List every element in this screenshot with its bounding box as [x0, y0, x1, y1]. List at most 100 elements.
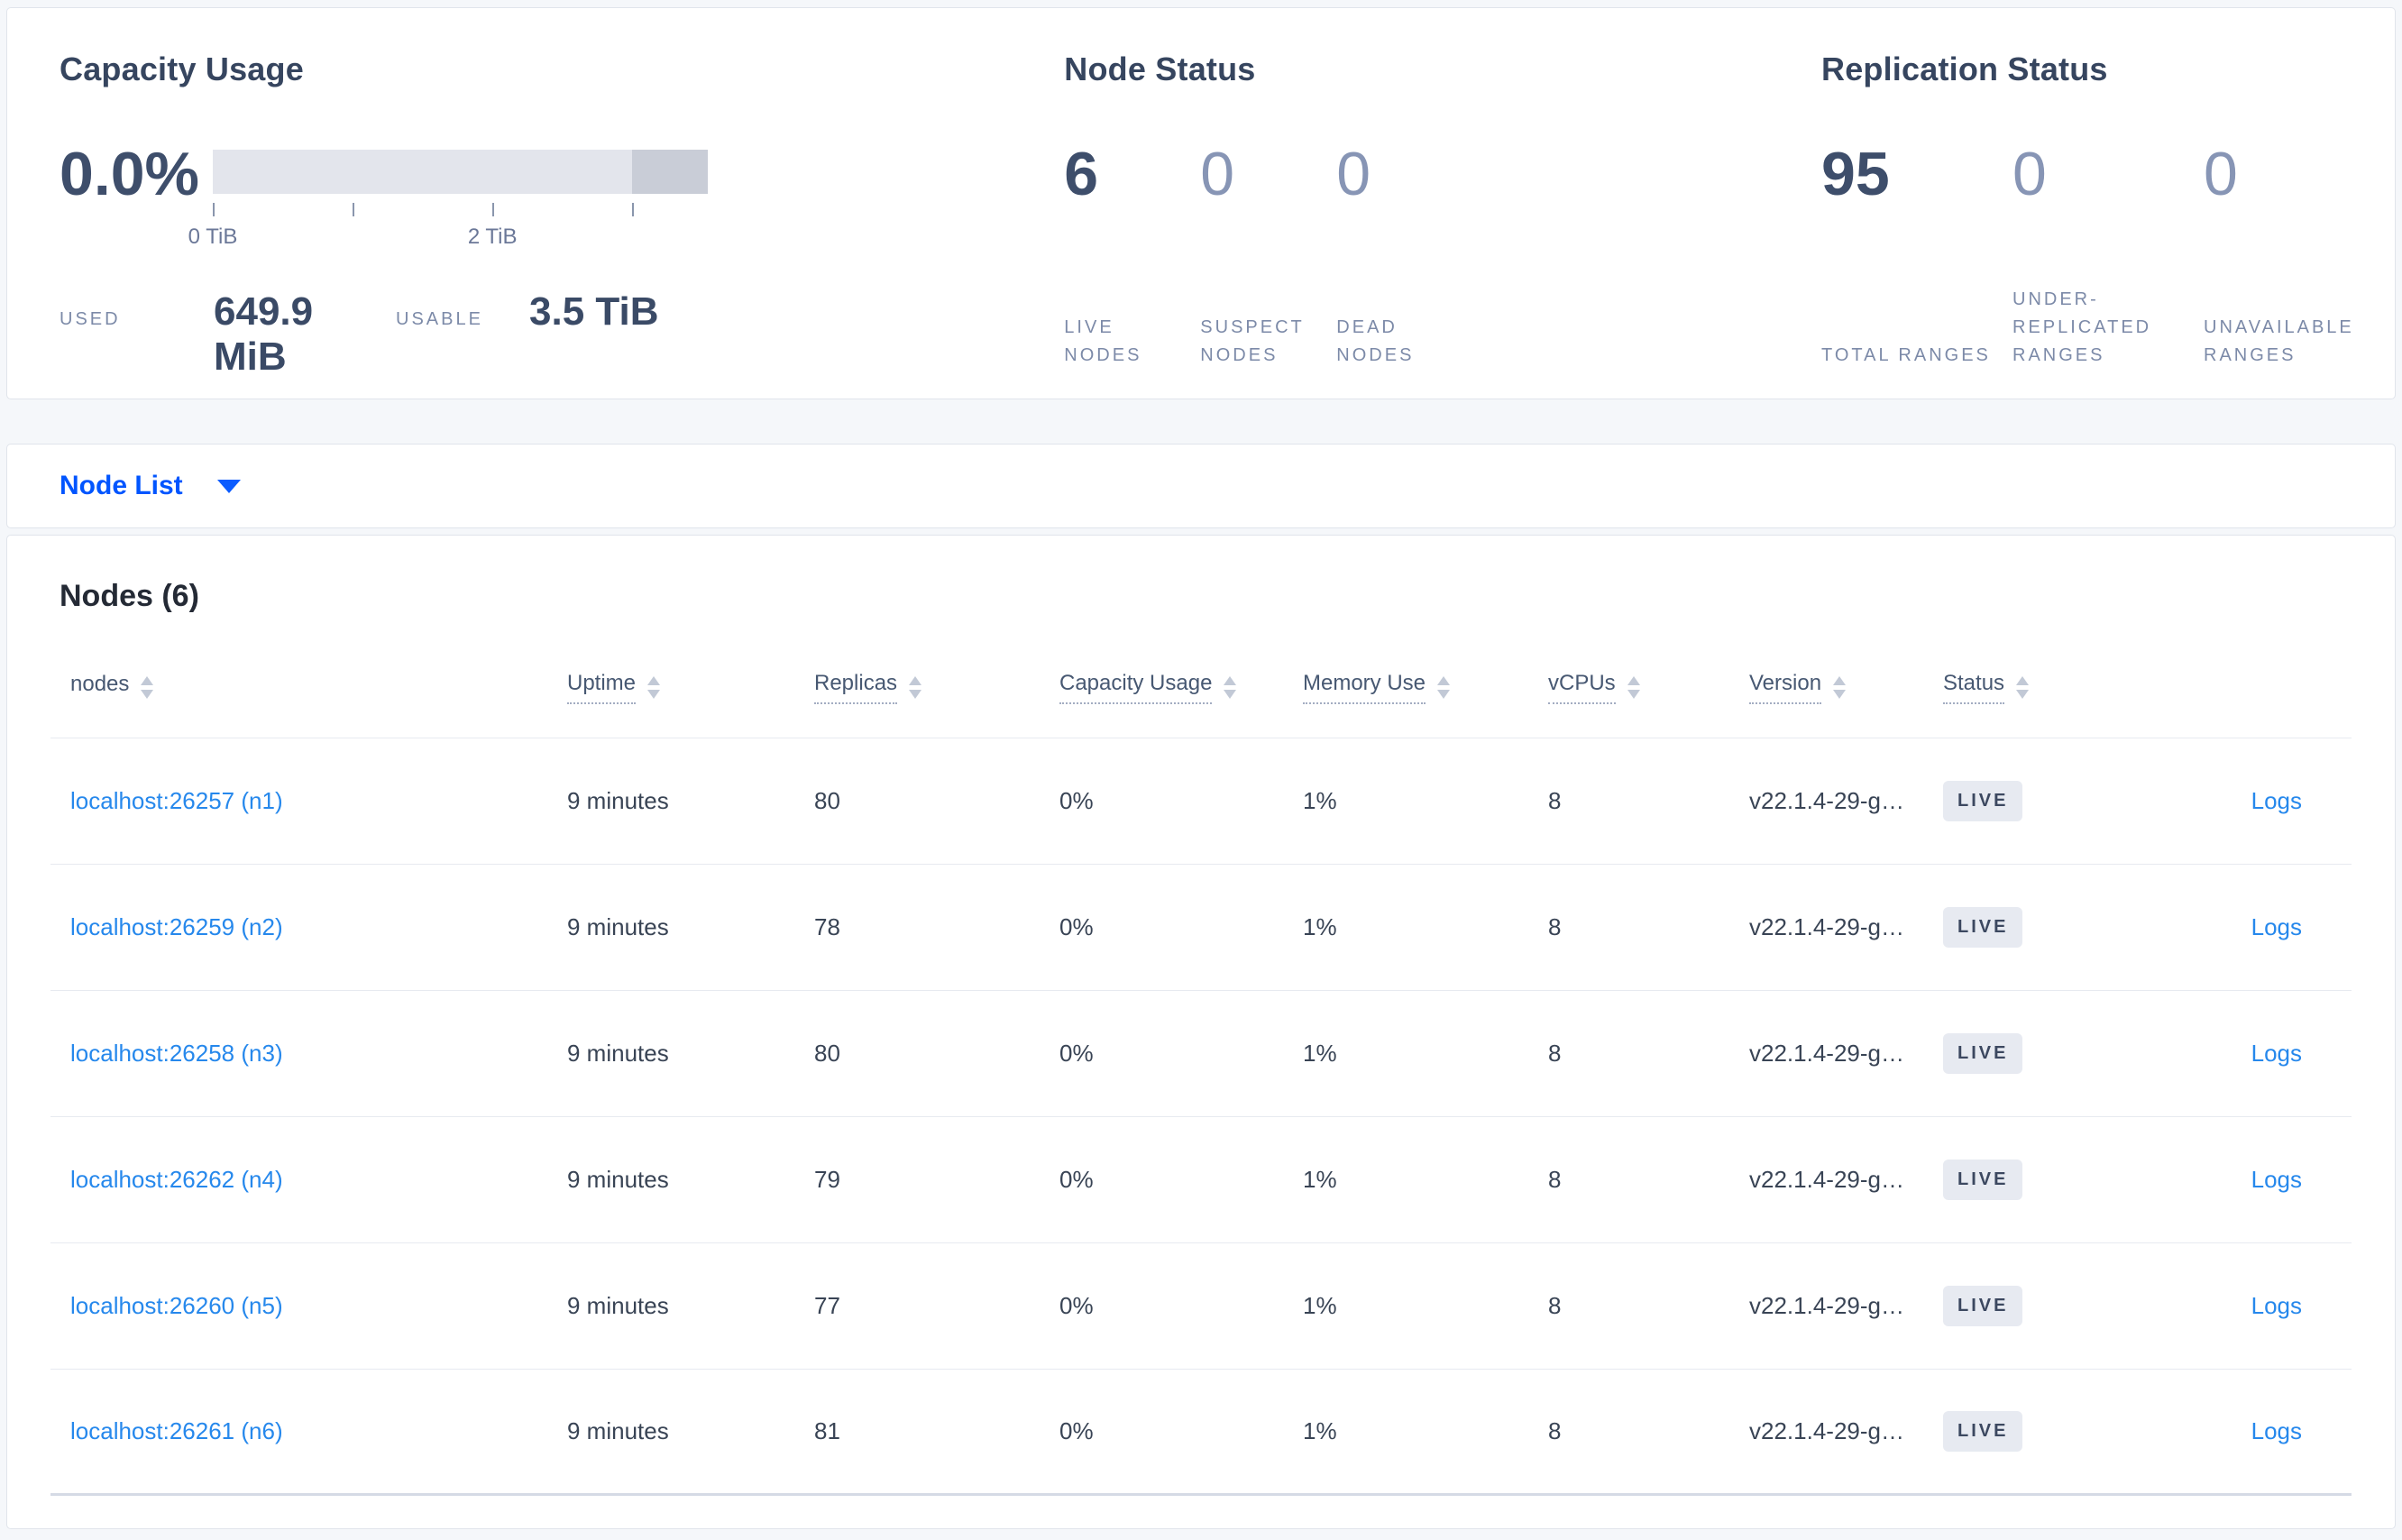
replication-status-title: Replication Status [1821, 50, 2108, 87]
memory-use-cell: 1% [1303, 1166, 1337, 1193]
capacity-usage-section: Capacity Usage 0.0% 0 TiB 2 TiB [60, 50, 1064, 399]
table-header-row: nodes Uptime Replicas Capacity Usage Mem… [50, 637, 2352, 738]
table-row: localhost:26259 (n2) 9 minutes 78 0% 1% … [50, 865, 2352, 991]
replicas-cell: 78 [814, 913, 840, 940]
node-link[interactable]: localhost:26258 (n3) [70, 1040, 283, 1067]
unavailable-ranges-value: 0 [2204, 140, 2238, 208]
logs-link[interactable]: Logs [2251, 787, 2302, 814]
sort-icon [2016, 676, 2030, 699]
uptime-cell: 9 minutes [567, 787, 669, 814]
unavailable-ranges-stat: 0 UNAVAILABLE RANGES [2204, 142, 2395, 370]
status-cell: LIVE [1943, 907, 2123, 948]
vcpus-cell: 8 [1548, 913, 1562, 940]
usable-label: USABLE [396, 309, 483, 329]
node-list-dropdown[interactable]: Node List [60, 471, 241, 501]
status-cell: LIVE [1943, 1411, 2123, 1452]
under-replicated-ranges-value: 0 [2012, 140, 2047, 208]
nodes-count-title: Nodes (6) [60, 579, 199, 613]
logs-link[interactable]: Logs [2251, 1292, 2302, 1319]
node-link[interactable]: localhost:26261 (n6) [70, 1417, 283, 1444]
suspect-nodes-label: SUSPECT NODES [1200, 317, 1305, 365]
replicas-cell: 81 [814, 1417, 840, 1444]
logs-link[interactable]: Logs [2251, 1417, 2302, 1444]
column-header-memory-use[interactable]: Memory Use [1303, 671, 1548, 704]
capacity-usage-cell: 0% [1059, 1417, 1094, 1444]
column-header-version[interactable]: Version [1749, 671, 1943, 704]
uptime-cell: 9 minutes [567, 1040, 669, 1067]
dead-nodes-value: 0 [1336, 140, 1371, 208]
node-status-section: Node Status 6 LIVE NODES 0 SUSPECT NODES… [1064, 50, 1821, 399]
uptime-cell: 9 minutes [567, 913, 669, 940]
replicas-cell: 77 [814, 1292, 840, 1319]
total-ranges-label: TOTAL RANGES [1821, 345, 1991, 365]
capacity-percent-value: 0.0% [60, 140, 199, 208]
version-cell: v22.1.4-29-g… [1749, 913, 1904, 940]
suspect-nodes-stat: 0 SUSPECT NODES [1200, 142, 1336, 370]
node-link[interactable]: localhost:26257 (n1) [70, 787, 283, 814]
live-nodes-label: LIVE NODES [1064, 317, 1142, 365]
logs-link[interactable]: Logs [2251, 1166, 2302, 1193]
used-label: USED [60, 309, 121, 329]
live-nodes-stat: 6 LIVE NODES [1064, 142, 1200, 370]
column-header-uptime[interactable]: Uptime [567, 671, 814, 704]
axis-tick [492, 203, 495, 216]
capacity-usage-cell: 0% [1059, 1292, 1094, 1319]
sort-icon [1437, 676, 1451, 699]
table-row: localhost:26258 (n3) 9 minutes 80 0% 1% … [50, 991, 2352, 1117]
column-header-replicas[interactable]: Replicas [814, 671, 1059, 704]
column-header-nodes[interactable]: nodes [50, 672, 567, 703]
version-cell: v22.1.4-29-g… [1749, 1166, 1904, 1193]
memory-use-cell: 1% [1303, 787, 1337, 814]
capacity-usage-cell: 0% [1059, 1166, 1094, 1193]
sort-icon [1627, 676, 1640, 699]
sort-icon [141, 676, 154, 699]
status-badge: LIVE [1943, 1033, 2023, 1074]
axis-tick-label: 0 TiB [188, 225, 238, 249]
vcpus-cell: 8 [1548, 1417, 1562, 1444]
table-row: localhost:26260 (n5) 9 minutes 77 0% 1% … [50, 1243, 2352, 1370]
nodes-table: nodes Uptime Replicas Capacity Usage Mem… [50, 637, 2352, 1496]
replication-status-section: Replication Status 95 TOTAL RANGES 0 UND… [1821, 50, 2395, 399]
version-cell: v22.1.4-29-g… [1749, 1292, 1904, 1319]
status-badge: LIVE [1943, 781, 2023, 821]
memory-use-cell: 1% [1303, 1292, 1337, 1319]
nodes-table-card: Nodes (6) nodes Uptime Replicas Capacity… [6, 535, 2396, 1529]
vcpus-cell: 8 [1548, 1166, 1562, 1193]
status-cell: LIVE [1943, 1033, 2123, 1074]
node-status-title: Node Status [1064, 50, 1256, 87]
uptime-cell: 9 minutes [567, 1417, 669, 1444]
under-replicated-ranges-stat: 0 UNDER-REPLICATED RANGES [2012, 142, 2204, 370]
capacity-usage-cell: 0% [1059, 1040, 1094, 1067]
usable-value: 3.5 TiB [529, 289, 659, 334]
capacity-usage-cell: 0% [1059, 913, 1094, 940]
column-header-capacity-usage[interactable]: Capacity Usage [1059, 671, 1303, 704]
memory-use-cell: 1% [1303, 913, 1337, 940]
capacity-used-usable-row: USED 649.9 MiB USABLE 3.5 TiB [60, 289, 1064, 380]
sort-icon [647, 676, 661, 699]
status-badge: LIVE [1943, 1160, 2023, 1200]
column-header-status[interactable]: Status [1943, 671, 2123, 704]
total-ranges-stat: 95 TOTAL RANGES [1821, 142, 2012, 370]
node-link[interactable]: localhost:26260 (n5) [70, 1292, 283, 1319]
node-link[interactable]: localhost:26262 (n4) [70, 1166, 283, 1193]
sort-icon [1224, 676, 1237, 699]
axis-tick [632, 203, 634, 216]
node-link[interactable]: localhost:26259 (n2) [70, 913, 283, 940]
logs-link[interactable]: Logs [2251, 913, 2302, 940]
capacity-bar-chart: 0 TiB 2 TiB [188, 142, 708, 264]
live-nodes-value: 6 [1064, 140, 1099, 208]
table-row: localhost:26257 (n1) 9 minutes 80 0% 1% … [50, 738, 2352, 865]
table-row: localhost:26262 (n4) 9 minutes 79 0% 1% … [50, 1117, 2352, 1243]
capacity-bar-segment [632, 150, 708, 194]
status-badge: LIVE [1943, 1411, 2023, 1452]
logs-link[interactable]: Logs [2251, 1040, 2302, 1067]
capacity-usage-cell: 0% [1059, 787, 1094, 814]
axis-tick-label: 2 TiB [467, 225, 518, 249]
version-cell: v22.1.4-29-g… [1749, 1417, 1904, 1444]
uptime-cell: 9 minutes [567, 1292, 669, 1319]
column-header-vcpus[interactable]: vCPUs [1548, 671, 1749, 704]
replicas-cell: 80 [814, 787, 840, 814]
status-cell: LIVE [1943, 781, 2123, 821]
status-badge: LIVE [1943, 907, 2023, 948]
